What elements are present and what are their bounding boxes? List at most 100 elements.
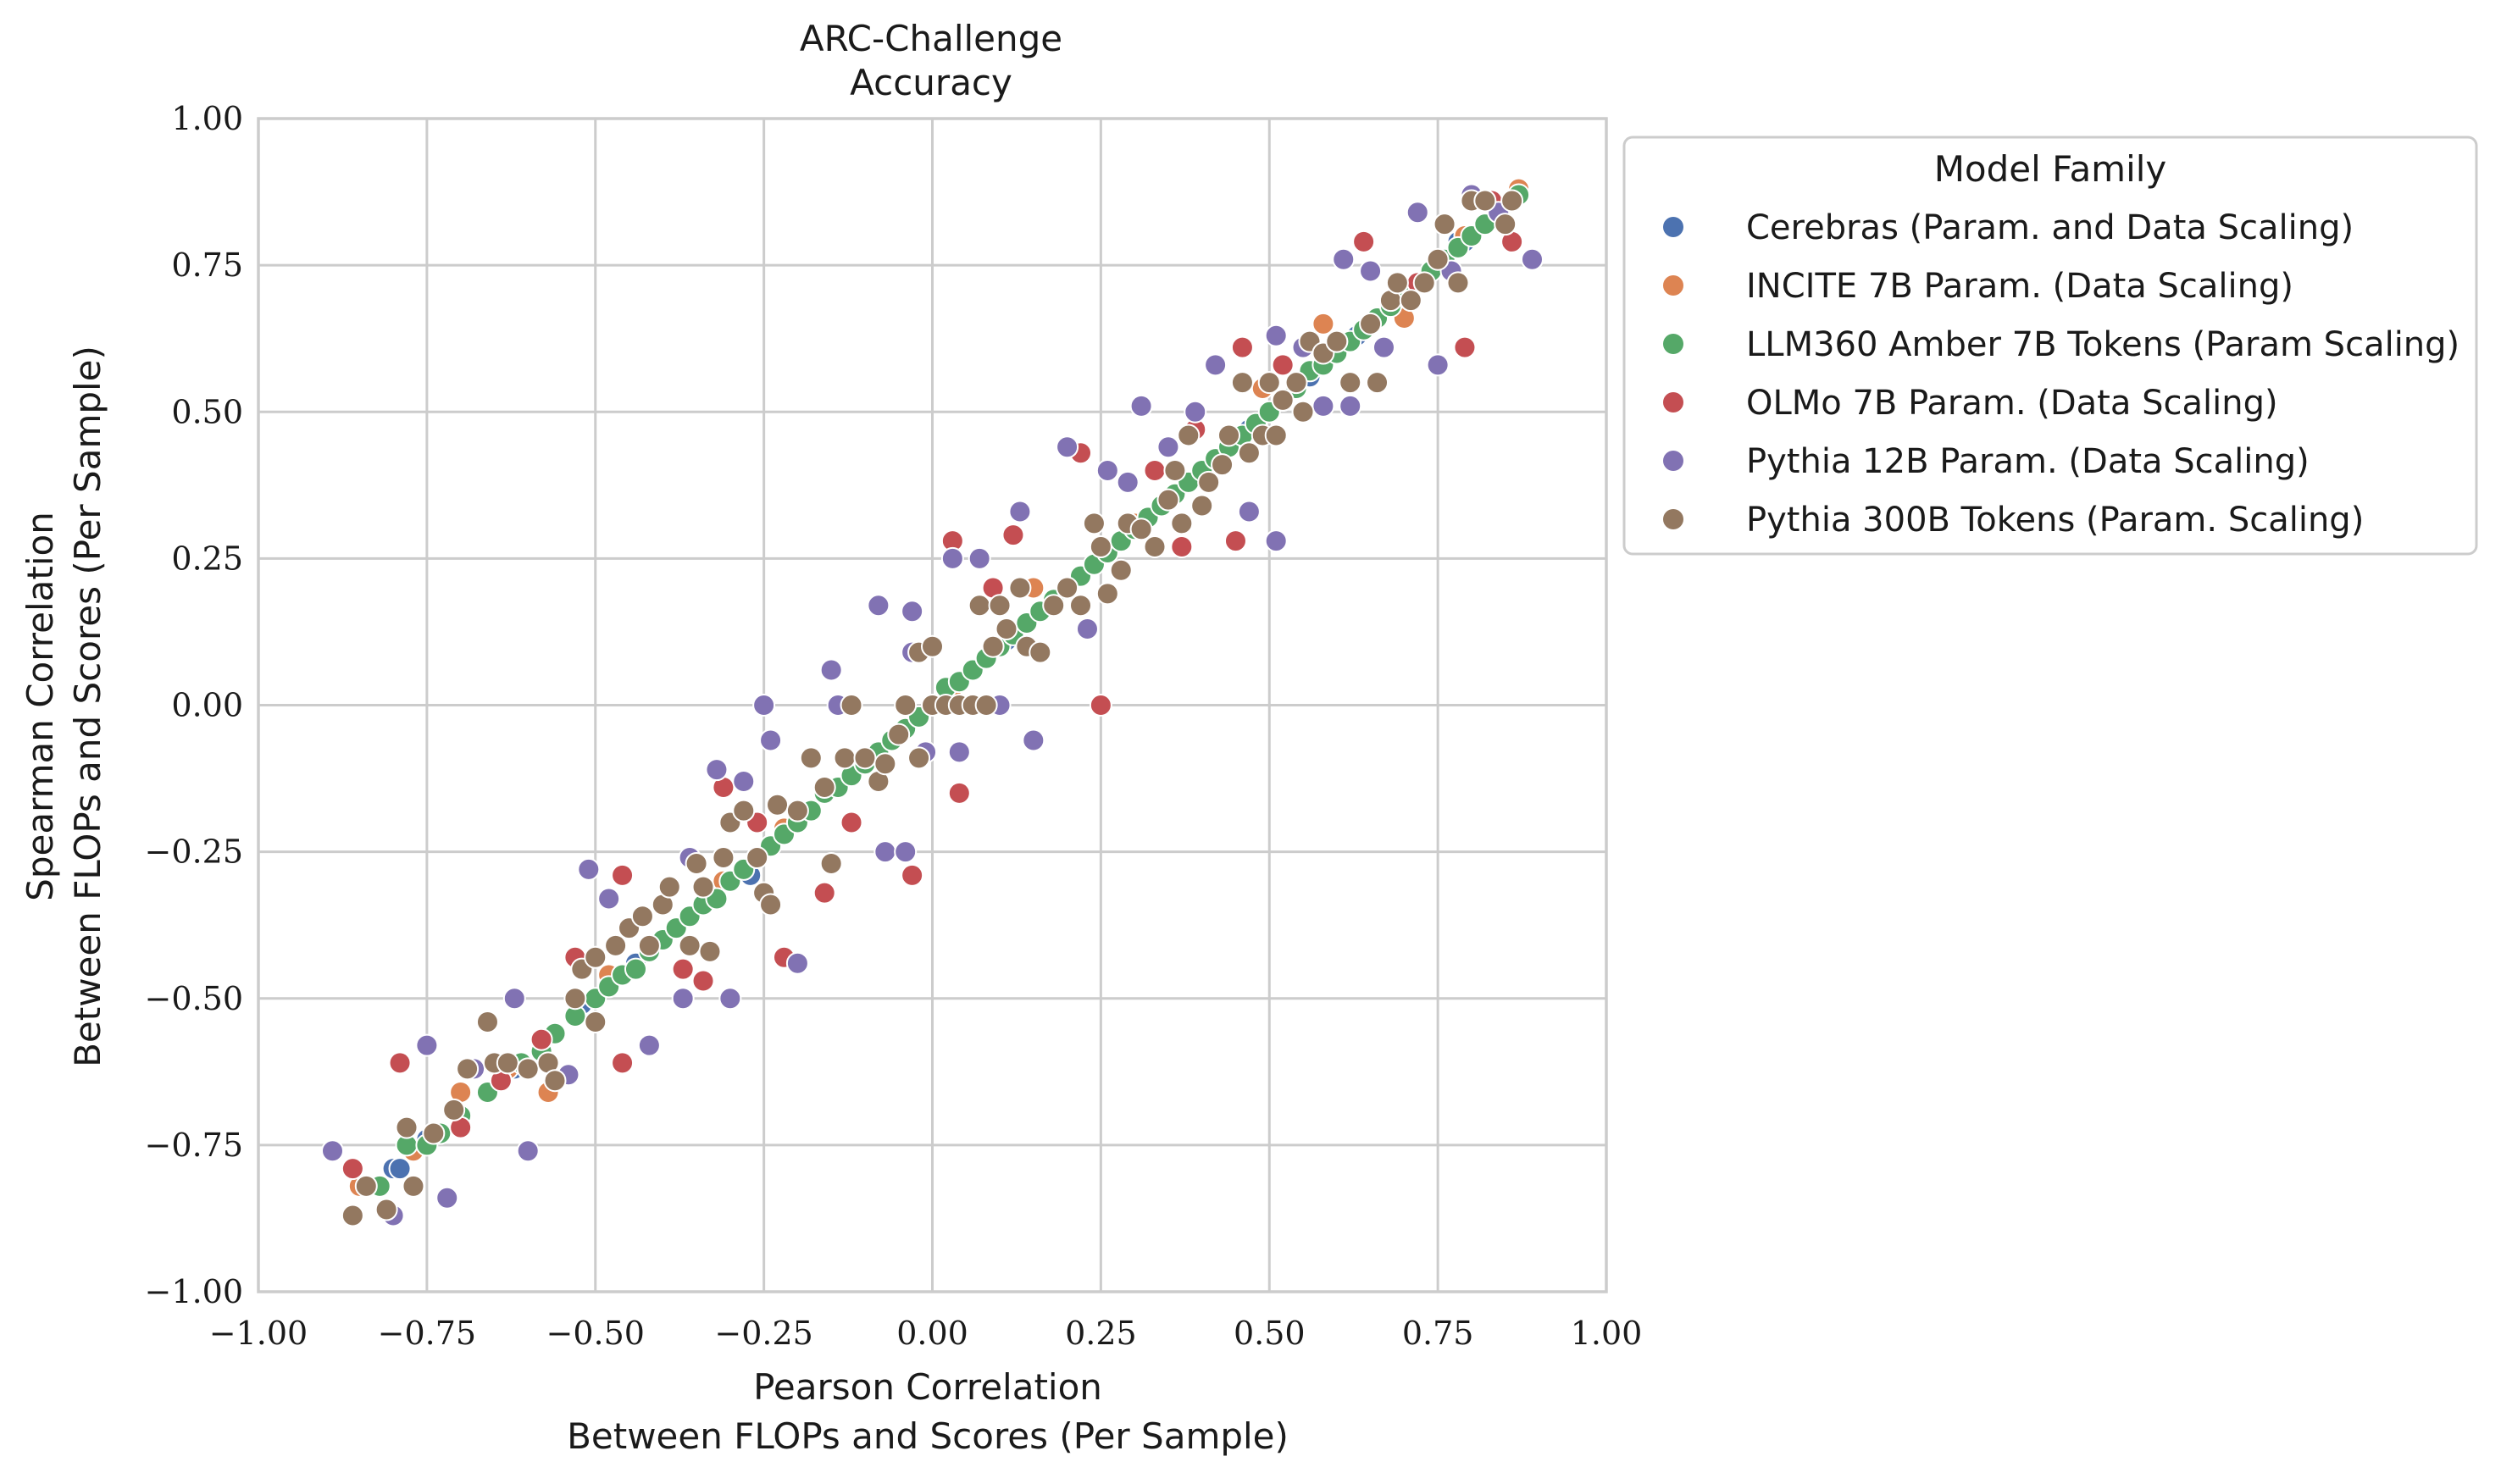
legend-marker [1663,275,1683,296]
legend-label: Cerebras (Param. and Data Scaling) [1746,208,2354,247]
data-point [354,1174,378,1198]
legend-label: Pythia 12B Param. (Data Scaling) [1746,442,2310,481]
data-point [395,1116,419,1139]
data-point [1385,271,1409,295]
data-point [759,893,783,916]
y-axis-label-line-2: Between FLOPs and Scores (Per Sample) [67,346,108,1067]
x-tick-label: 1.00 [1571,1315,1643,1352]
data-point [894,840,918,864]
data-point [732,799,756,822]
data-point [637,1033,661,1057]
legend-marker [1663,451,1683,471]
data-point [1366,371,1389,395]
y-tick-label: 1.00 [171,100,243,137]
data-point [611,863,635,887]
data-point [1359,259,1383,283]
data-point [1372,335,1395,359]
x-axis-label-line-2: Between FLOPs and Scores (Per Sample) [567,1415,1289,1457]
y-tick-labels: −1.00 −0.75 −0.50 −0.25 0.00 0.25 0.50 0.75 1.00 [145,100,243,1310]
data-point [1237,441,1261,465]
data-point [1190,494,1214,518]
legend-marker [1663,392,1683,413]
data-point [1230,371,1254,395]
data-point [901,863,924,887]
y-tick-label: −0.50 [145,980,243,1017]
data-point [947,740,971,764]
data-point [678,933,702,957]
x-tick-labels: −1.00 −0.75 −0.50 −0.25 0.00 0.25 0.50 0.75 1.00 [209,1315,1643,1352]
data-point [1217,424,1241,447]
data-point [873,752,897,776]
data-point [435,1186,459,1210]
legend: Model Family Cerebras (Param. and Data S… [1622,136,2478,556]
legend-marker [1663,217,1683,237]
data-point [1359,312,1383,335]
data-point [1170,512,1194,535]
data-point [516,1057,540,1081]
data-point [691,969,715,993]
data-point [1056,435,1079,459]
data-point [840,811,863,834]
data-point [1412,271,1436,295]
data-point [1129,518,1153,541]
x-tick-label: −0.50 [546,1315,645,1352]
data-point [1339,371,1362,395]
data-point [584,945,607,969]
x-axis-label-line-1: Pearson Correlation [753,1366,1102,1408]
data-point [341,1157,364,1181]
data-point [819,851,843,875]
data-point [685,851,708,875]
data-point [388,1157,412,1181]
data-point [577,857,601,881]
legend-items: Cerebras (Param. and Data Scaling) INCITE… [1663,208,2459,540]
data-point [867,594,890,617]
data-point [1399,289,1422,313]
data-point [732,770,756,794]
data-point [812,881,836,905]
data-points [321,177,1544,1227]
legend-label: INCITE 7B Param. (Data Scaling) [1746,267,2293,306]
data-point [1433,213,1456,236]
legend-box [1622,136,2478,556]
y-tick-label: −1.00 [145,1273,243,1310]
data-point [1264,424,1288,447]
data-point [799,746,823,770]
data-point [611,1051,635,1075]
x-tick-label: 0.50 [1234,1315,1306,1352]
x-tick-label: −0.75 [378,1315,476,1352]
data-point [1089,535,1112,559]
data-point [1089,694,1112,717]
data-point [921,634,944,658]
data-point [718,987,742,1011]
data-point [1271,388,1295,412]
data-point [456,1057,480,1081]
chart-title-line-1: ARC-Challenge [800,18,1062,59]
data-point [1095,459,1119,482]
data-point [516,1139,540,1163]
data-point [1257,371,1281,395]
data-point [974,694,998,717]
data-point [1075,617,1099,640]
legend-label: Pythia 300B Tokens (Param. Scaling) [1746,501,2364,540]
data-point [630,905,654,928]
data-point [442,1098,466,1121]
data-point [388,1051,412,1075]
data-point [1156,435,1180,459]
data-point [657,875,681,899]
data-point [840,694,863,717]
data-point [563,987,587,1011]
data-point [1029,640,1052,664]
data-point [1211,453,1234,477]
legend-marker [1663,509,1683,529]
series-5 [341,189,1524,1227]
data-point [759,728,783,752]
data-point [1109,558,1133,582]
data-point [1204,353,1228,377]
y-tick-label: −0.25 [145,833,243,871]
data-point [712,846,735,870]
data-point [1116,470,1140,494]
legend-marker [1663,334,1683,354]
data-point [1143,459,1167,482]
data-point [1332,247,1356,271]
